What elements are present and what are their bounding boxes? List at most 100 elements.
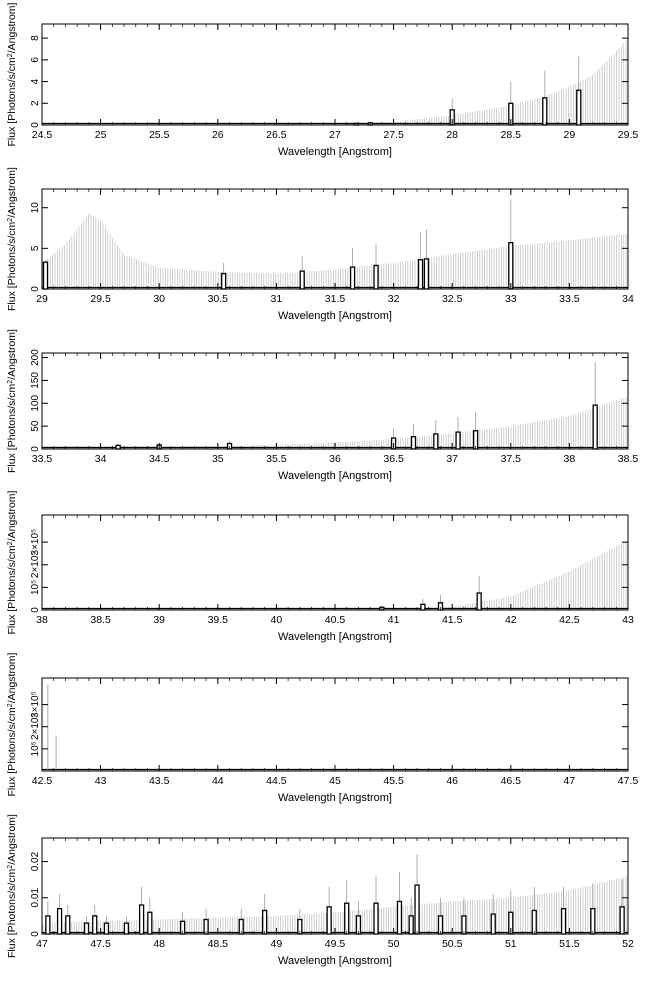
x-tick-label: 48.5	[208, 938, 229, 950]
x-tick-label: 46.5	[501, 775, 522, 787]
data-bar	[373, 264, 379, 290]
data-bar	[45, 915, 51, 935]
data-bar	[433, 433, 439, 450]
x-tick-label: 32.5	[442, 293, 463, 305]
panel-2: 29 29.5 30 30.5 31 31.5 32 32.5 33 33.5 34 0 5 10 Wave…	[6, 167, 634, 322]
x-tick-label: 43.5	[149, 775, 170, 787]
data-bar	[542, 97, 548, 126]
y-tick-label: 0.02	[30, 851, 41, 871]
y-tick-label: 5	[30, 245, 41, 251]
x-tick-label: 45	[329, 775, 341, 787]
x-tick-label: 42	[505, 614, 517, 626]
x-tick-label: 26	[212, 129, 224, 141]
x-tick-label: 45.5	[383, 775, 404, 787]
y-axis-label: Flux [Photons/s/cm2/Angstrom]	[6, 490, 18, 634]
x-tick-label: 35.5	[266, 453, 287, 465]
y-axis-label-sup: 2	[7, 703, 14, 707]
x-tick-label: 37	[446, 453, 458, 465]
x-tick-label: 48	[153, 938, 165, 950]
x-tick-label: 38.5	[618, 453, 639, 465]
data-bar	[592, 404, 598, 450]
x-tick-label: 35	[212, 453, 224, 465]
y-axis-label-part: /Angstrom]	[6, 652, 18, 703]
data-bar	[560, 907, 567, 935]
panel-4: 38 38.5 39 39.5 40 40.5 41 41.5 42 42.5 43 0 10⁵ 2×10…	[6, 490, 634, 643]
x-tick-label: 51	[505, 938, 517, 950]
x-tick-label: 33.5	[32, 453, 53, 465]
x-tick-label: 49.5	[325, 938, 346, 950]
x-tick-label: 30.5	[208, 293, 229, 305]
y-tick-label: 200	[30, 349, 41, 366]
data-bar	[92, 915, 98, 935]
data-bar	[262, 909, 268, 935]
x-tick-label: 49	[271, 938, 283, 950]
data-bar	[590, 907, 596, 935]
x-tick-label: 39	[153, 614, 165, 626]
panel-6: 47 47.5 48 48.5 49 49.5 50 50.5 51 51.5 52 0 0.01 0.0…	[6, 814, 634, 967]
x-tick-label: 31.5	[325, 293, 346, 305]
data-bar	[56, 907, 63, 935]
x-tick-label: 43	[622, 614, 634, 626]
y-tick-label: 10⁵	[30, 741, 41, 756]
data-bar	[344, 902, 350, 935]
x-tick-label: 43	[95, 775, 107, 787]
y-axis-label-part: Flux [Photons/s/cm	[6, 707, 18, 797]
x-tick-label: 39.5	[208, 614, 229, 626]
x-tick-label: 40.5	[325, 614, 346, 626]
data-bar	[299, 270, 305, 290]
x-tick-label: 28.5	[501, 129, 522, 141]
x-tick-label: 24.5	[32, 129, 53, 141]
x-tick-label: 30	[153, 293, 165, 305]
x-tick-label: 40	[271, 614, 283, 626]
x-tick-label: 36	[329, 453, 341, 465]
x-tick-label: 31	[271, 293, 283, 305]
y-axis-label-part: Flux [Photons/s/cm	[6, 383, 18, 473]
x-tick-label: 50	[388, 938, 400, 950]
y-axis-label-sup: 2	[7, 53, 14, 57]
x-tick-label: 34	[95, 453, 107, 465]
data-bar	[115, 444, 121, 450]
y-axis-label: Flux [Photons/s/cm2/Angstrom]	[6, 814, 18, 958]
y-axis-label-sup: 2	[7, 865, 14, 869]
y-axis-label-part: /Angstrom]	[6, 814, 18, 865]
y-tick-label: 8	[30, 35, 41, 41]
y-tick-label: 2	[30, 100, 41, 106]
x-tick-label: 41	[388, 614, 400, 626]
data-bar	[455, 431, 461, 450]
y-axis-label-sup: 2	[7, 380, 14, 384]
y-axis-label-part: /Angstrom]	[6, 490, 18, 541]
x-tick-label: 37.5	[501, 453, 522, 465]
x-axis-label: Wavelength [Angstrom]	[278, 631, 392, 643]
x-tick-label: 44	[212, 775, 224, 787]
x-tick-label: 25.5	[149, 129, 170, 141]
x-tick-label: 33.5	[559, 293, 580, 305]
data-bar	[138, 904, 145, 935]
y-tick-label: 4	[30, 78, 41, 84]
x-tick-label: 29.5	[90, 293, 111, 305]
x-tick-label: 33	[505, 293, 517, 305]
y-tick-label: 50	[30, 420, 41, 432]
y-axis-label-part: Flux [Photons/s/cm	[6, 545, 18, 635]
y-tick-label: 0	[30, 122, 41, 128]
y-axis-label-part: /Angstrom]	[6, 2, 18, 53]
y-tick-label: 3×10⁵	[30, 529, 41, 556]
data-bar	[123, 922, 130, 935]
data-bar	[326, 906, 332, 935]
x-tick-label: 47.5	[618, 775, 639, 787]
data-bar	[349, 266, 356, 290]
y-axis-label: Flux [Photons/s/cm2/Angstrom]	[6, 652, 18, 796]
x-tick-label: 27.5	[383, 129, 404, 141]
plot-frame	[41, 677, 629, 772]
y-tick-label: 2×10⁵	[30, 551, 41, 578]
panel-5: 42.5 43 43.5 44 44.5 45 45.5 46 46.5 47 47.5 10⁵2×1…	[6, 652, 638, 804]
data-bar	[508, 242, 514, 290]
data-bar	[408, 915, 414, 935]
data-bar	[221, 272, 227, 290]
y-tick-label: 0	[30, 286, 41, 292]
x-tick-label: 46	[446, 775, 458, 787]
y-axis-label: Flux [Photons/s/cm2/Angstrom]	[6, 329, 18, 473]
y-axis-label-part: /Angstrom]	[6, 329, 18, 380]
x-axis-label: Wavelength [Angstrom]	[278, 470, 392, 482]
x-tick-label: 29	[36, 293, 48, 305]
